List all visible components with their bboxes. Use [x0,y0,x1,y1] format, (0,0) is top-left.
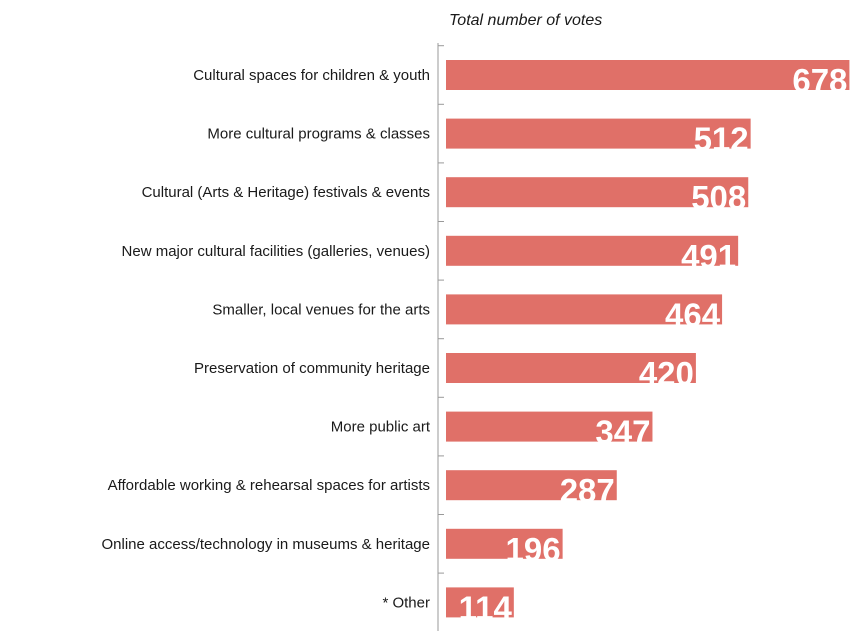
category-label: More public art [331,419,431,436]
bar [446,177,749,208]
bar [446,353,696,383]
bar [446,528,563,559]
value-label: 420 [639,355,694,392]
bars-group [446,60,850,618]
value-label: 491 [681,238,736,275]
value-label: 508 [691,179,746,216]
value-label: 196 [506,531,561,568]
axis-title: Total number of votes [449,12,602,29]
category-label: Affordable working & rehearsal spaces fo… [108,477,430,494]
bar [446,118,751,149]
category-axis [437,43,444,631]
value-label: 512 [694,121,749,158]
category-label: Preservation of community heritage [194,360,430,377]
bar [446,235,739,266]
bar [446,294,723,325]
bar [446,587,514,618]
bar [446,470,617,501]
bar [446,411,653,442]
category-label: Cultural spaces for children & youth [193,67,430,84]
category-label: * Other [382,594,430,611]
category-label: More cultural programs & classes [207,126,430,143]
category-label: Online access/technology in museums & he… [101,536,430,553]
category-label: Cultural (Arts & Heritage) festivals & e… [142,184,430,201]
value-label: 678 [792,62,847,99]
category-label: Smaller, local venues for the arts [212,301,430,318]
bar [446,60,850,90]
category-labels: Cultural spaces for children & youth More… [101,67,430,611]
value-label: 287 [560,472,615,509]
value-label: 464 [665,296,721,333]
value-labels: 678 512 508 491 464 420 347 287 196 114 [459,62,848,626]
value-label: 114 [459,589,513,626]
value-label: 347 [595,414,650,451]
category-label: New major cultural facilities (galleries… [122,243,430,260]
